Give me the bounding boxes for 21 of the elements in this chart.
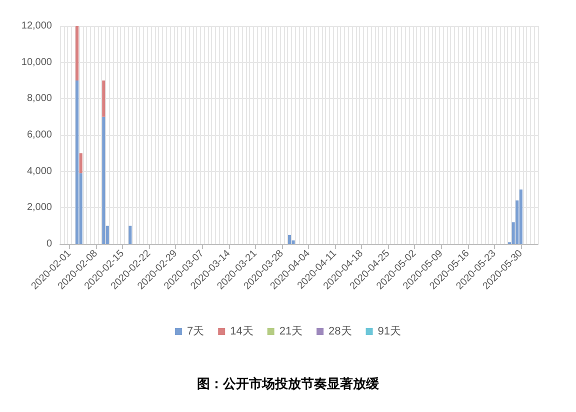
y-tick-label: 6,000 [26, 130, 52, 140]
y-tick-label: 2,000 [26, 202, 52, 214]
y-tick-label: 4,000 [26, 166, 52, 177]
legend-label: 14天 [230, 326, 254, 338]
bar [102, 80, 106, 117]
bar [76, 26, 79, 80]
bar [79, 153, 82, 174]
bar [128, 226, 132, 244]
y-tick-label: 0 [46, 238, 52, 250]
bar [519, 190, 522, 244]
legend-label: 91天 [378, 326, 402, 338]
legend-label: 7天 [186, 326, 204, 338]
bar [288, 234, 292, 244]
y-tick-label: 8,000 [26, 93, 52, 104]
bar [76, 80, 79, 244]
y-tick-label: 10,000 [21, 56, 52, 68]
bar [102, 116, 106, 244]
legend-label: 21天 [279, 326, 303, 338]
legend-label: 28天 [328, 326, 352, 338]
y-tick-label: 12,000 [21, 20, 52, 32]
text: 图：公开市场投放节奏显著放缓 [197, 376, 380, 392]
